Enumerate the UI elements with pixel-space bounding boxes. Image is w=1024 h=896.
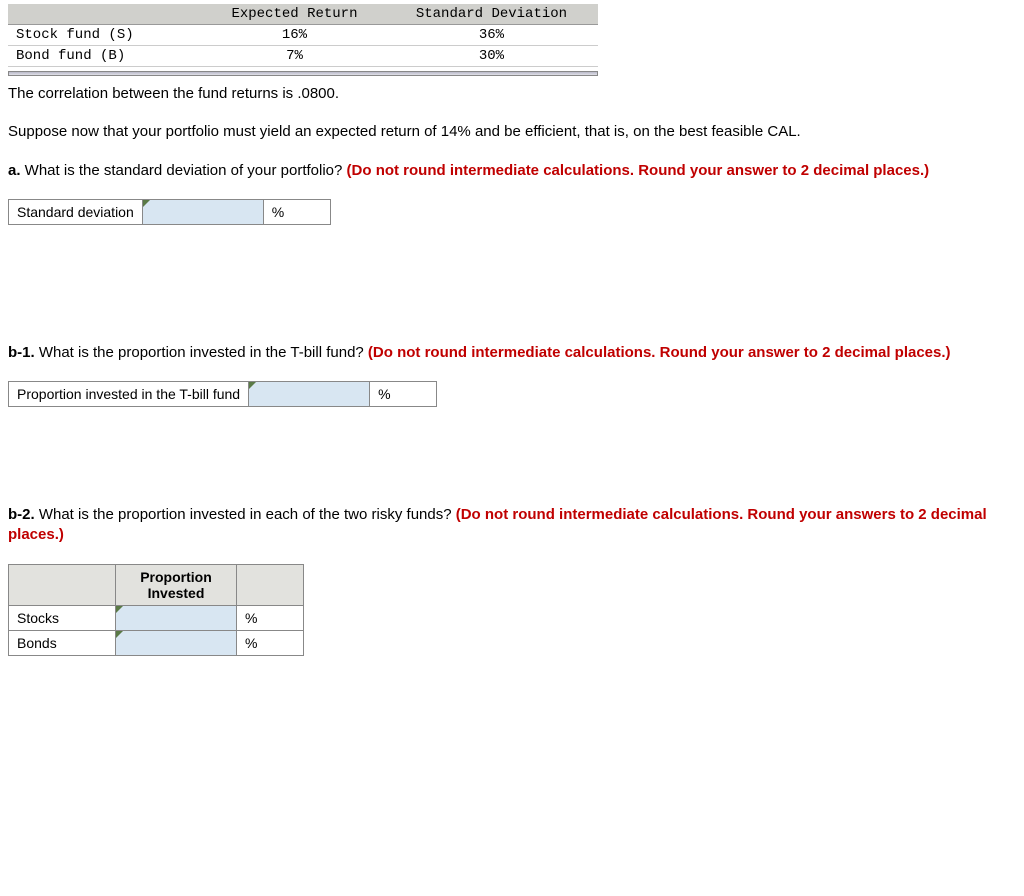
input-caret-icon (143, 200, 150, 207)
answer-a-input-cell[interactable] (142, 199, 263, 224)
b2-row-unit: % (237, 630, 304, 655)
header-expected-return: Expected Return (204, 4, 385, 25)
correlation-text: The correlation between the fund returns… (8, 84, 1016, 104)
table-row: Bond fund (B) 7% 30% (8, 46, 598, 67)
q-b2-label: b-2. (8, 506, 35, 523)
fund-label: Bond fund (B) (8, 46, 204, 67)
q-b2-text: What is the proportion invested in each … (35, 506, 456, 523)
answer-b1-label: Proportion invested in the T-bill fund (9, 382, 249, 407)
b2-row-label: Stocks (9, 605, 116, 630)
table-row: Stock fund (S) 16% 36% (8, 25, 598, 46)
question-a: a. What is the standard deviation of you… (8, 161, 1016, 181)
table-row: Bonds % (9, 630, 304, 655)
answer-table-b1: Proportion invested in the T-bill fund % (8, 381, 437, 407)
q-a-instructions: (Do not round intermediate calculations.… (347, 162, 930, 179)
b2-header: Proportion Invested (116, 564, 237, 605)
input-caret-icon (116, 606, 123, 613)
b2-row-label: Bonds (9, 630, 116, 655)
b2-stocks-input-cell[interactable] (116, 605, 237, 630)
question-b1: b-1. What is the proportion invested in … (8, 343, 1016, 363)
fund-return: 16% (204, 25, 385, 46)
fund-data-table: Expected Return Standard Deviation Stock… (8, 4, 598, 67)
input-caret-icon (249, 382, 256, 389)
header-std-dev: Standard Deviation (385, 4, 598, 25)
b2-corner-blank (9, 564, 116, 605)
b2-unit-header-blank (237, 564, 304, 605)
q-a-text: What is the standard deviation of your p… (21, 162, 347, 179)
input-caret-icon (116, 631, 123, 638)
answer-table-a: Standard deviation % (8, 199, 331, 225)
fund-sd: 36% (385, 25, 598, 46)
fund-return: 7% (204, 46, 385, 67)
b2-row-unit: % (237, 605, 304, 630)
stocks-proportion-input[interactable] (116, 607, 236, 629)
divider-bar (8, 71, 598, 76)
tbill-proportion-input[interactable] (249, 383, 369, 405)
header-blank (8, 4, 204, 25)
q-b1-instructions: (Do not round intermediate calculations.… (368, 344, 951, 361)
answer-b1-unit: % (370, 382, 437, 407)
q-b1-label: b-1. (8, 344, 35, 361)
fund-sd: 30% (385, 46, 598, 67)
q-a-label: a. (8, 162, 21, 179)
scenario-text: Suppose now that your portfolio must yie… (8, 122, 1016, 142)
answer-a-label: Standard deviation (9, 199, 143, 224)
question-b2: b-2. What is the proportion invested in … (8, 505, 1016, 546)
bonds-proportion-input[interactable] (116, 632, 236, 654)
answer-table-b2: Proportion Invested Stocks % Bonds % (8, 564, 304, 656)
answer-a-unit: % (263, 199, 330, 224)
table-row: Stocks % (9, 605, 304, 630)
q-b1-text: What is the proportion invested in the T… (35, 344, 368, 361)
std-dev-input[interactable] (143, 201, 263, 223)
answer-b1-input-cell[interactable] (249, 382, 370, 407)
fund-label: Stock fund (S) (8, 25, 204, 46)
b2-bonds-input-cell[interactable] (116, 630, 237, 655)
